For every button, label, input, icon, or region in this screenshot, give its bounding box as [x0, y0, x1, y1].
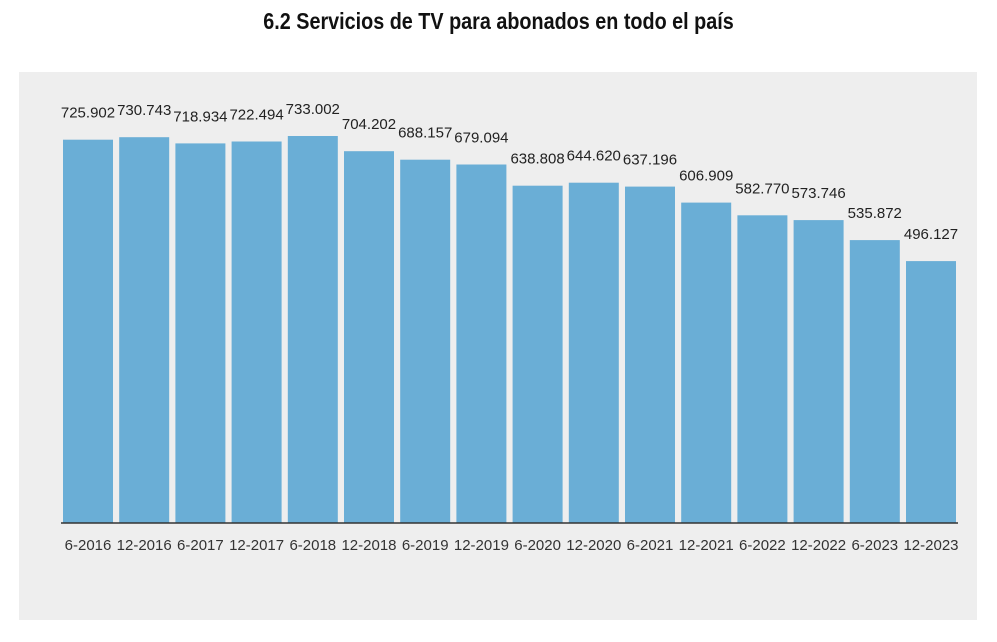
value-label-6-2020: 638.808 — [510, 151, 564, 168]
value-label-6-2021: 637.196 — [623, 152, 677, 169]
value-label-12-2018: 704.202 — [342, 116, 396, 133]
x-tick-label-6-2022: 6-2022 — [739, 537, 786, 554]
x-tick-label-12-2022: 12-2022 — [791, 537, 846, 554]
value-label-6-2018: 733.002 — [286, 101, 340, 118]
x-tick-label-12-2016: 12-2016 — [117, 537, 172, 554]
x-tick-label-6-2020: 6-2020 — [514, 537, 561, 554]
bar-12-2023 — [906, 261, 956, 523]
value-label-12-2019: 679.094 — [454, 130, 508, 147]
value-label-6-2017: 718.934 — [173, 108, 227, 125]
x-tick-label-12-2018: 12-2018 — [341, 537, 396, 554]
bar-6-2019 — [400, 159, 451, 523]
bar-6-2023 — [849, 240, 900, 523]
bar-6-2021 — [625, 186, 675, 523]
value-label-12-2020: 644.620 — [567, 148, 621, 165]
x-tick-label-6-2016: 6-2016 — [65, 537, 112, 554]
x-tick-label-12-2020: 12-2020 — [566, 537, 621, 554]
value-label-12-2017: 722.494 — [229, 107, 283, 124]
x-tick-label-12-2023: 12-2023 — [903, 537, 958, 554]
value-label-12-2021: 606.909 — [679, 168, 733, 185]
bar-chart: 725.902 730.743 718.934 722.494 733.002704.2… — [61, 101, 959, 554]
bar-6-2018 — [287, 136, 338, 523]
bar-12-2018 — [344, 151, 394, 523]
x-tick-label-12-2019: 12-2019 — [454, 537, 509, 554]
x-tick-label-6-2019: 6-2019 — [402, 537, 449, 554]
chart-panel: 725.902 730.743 718.934 722.494 733.002 704.2… — [19, 72, 977, 620]
bar-6-2017 — [175, 143, 226, 523]
bar-12-2019 — [456, 164, 507, 523]
x-tick-label-6-2023: 6-2023 — [851, 537, 898, 554]
x-tick-label-6-2021: 6-2021 — [627, 537, 674, 554]
bar-12-2022 — [793, 220, 844, 523]
bar-12-2016 — [119, 137, 170, 523]
x-tick-labels-group: 6-2016 12-2016 6-2017 12-2017 6-2018 12-2018 6… — [65, 537, 959, 554]
value-label-6-2023: 535.872 — [848, 205, 902, 222]
value-label-12-2023: 496.127 — [904, 226, 958, 243]
bar-6-2020 — [512, 185, 563, 523]
chart-title: 6.2 Servicios de TV para abonados en tod… — [263, 8, 734, 34]
x-tick-label-6-2018: 6-2018 — [289, 537, 336, 554]
bar-6-2022 — [737, 215, 788, 524]
value-label-6-2016: 725.902 — [61, 105, 115, 122]
x-tick-label-12-2017: 12-2017 — [229, 537, 284, 554]
bars-group — [63, 136, 956, 524]
value-label-12-2016: 730.743 — [117, 102, 171, 119]
value-label-12-2022: 573.746 — [791, 185, 845, 202]
x-tick-label-12-2021: 12-2021 — [679, 537, 734, 554]
bar-12-2020 — [568, 182, 619, 523]
bar-12-2017 — [231, 141, 282, 523]
bar-12-2021 — [681, 202, 732, 523]
value-label-6-2022: 582.770 — [735, 180, 789, 197]
x-tick-label-6-2017: 6-2017 — [177, 537, 224, 554]
value-labels-group: 725.902 730.743 718.934 722.494 733.002704.2… — [61, 101, 958, 243]
value-label-6-2019: 688.157 — [398, 125, 452, 142]
bar-6-2016 — [63, 139, 113, 523]
